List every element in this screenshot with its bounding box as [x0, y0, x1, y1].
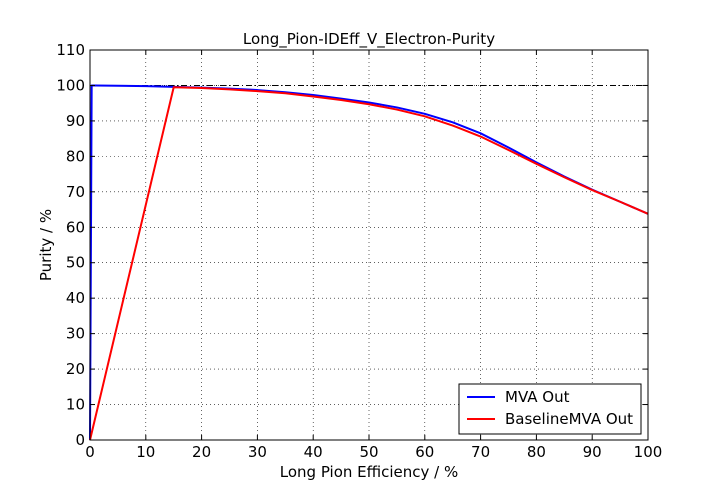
legend: MVA Out BaselineMVA Out: [458, 383, 642, 435]
y-tick-label: 60: [66, 218, 85, 236]
x-tick-label: 10: [136, 443, 155, 461]
y-tick-label: 30: [66, 325, 85, 343]
x-tick-label: 80: [527, 443, 546, 461]
y-axis-label: Purity / %: [37, 209, 55, 281]
x-tick-label: 60: [415, 443, 434, 461]
x-tick-label: 20: [192, 443, 211, 461]
x-tick-label: 70: [471, 443, 490, 461]
series-line-0: [89, 84, 649, 441]
y-tick-label: 20: [66, 360, 85, 378]
y-tick-label: 110: [56, 41, 85, 59]
plot-frame: [89, 49, 649, 441]
y-tick-label: 80: [66, 147, 85, 165]
y-tick-label: 100: [56, 76, 85, 94]
grid: [90, 50, 648, 440]
x-tick-label: 40: [304, 443, 323, 461]
x-axis-label: Long Pion Efficiency / %: [280, 463, 459, 481]
x-tick-label: 50: [359, 443, 378, 461]
y-tick-label: 50: [66, 254, 85, 272]
legend-box: [458, 383, 642, 435]
ticks: 0 10 20 30 40 50 60 70 80 90 100 0 10 20 30 40 50 60 70 80 9…: [56, 41, 662, 461]
legend-label-0: MVA Out: [505, 388, 570, 406]
y-tick-label: 90: [66, 112, 85, 130]
x-tick-label: 90: [583, 443, 602, 461]
legend-label-1: BaselineMVA Out: [505, 410, 633, 428]
series-line-1: [89, 86, 649, 441]
y-tick-label: 70: [66, 183, 85, 201]
y-tick-label: 0: [75, 431, 85, 449]
x-tick-label: 0: [85, 443, 95, 461]
y-tick-label: 10: [66, 396, 85, 414]
plot-area: [89, 84, 649, 441]
y-tick-label: 40: [66, 289, 85, 307]
x-tick-label: 100: [634, 443, 663, 461]
x-tick-label: 30: [248, 443, 267, 461]
chart-title: Long_Pion-IDEff_V_Electron-Purity: [243, 30, 495, 49]
